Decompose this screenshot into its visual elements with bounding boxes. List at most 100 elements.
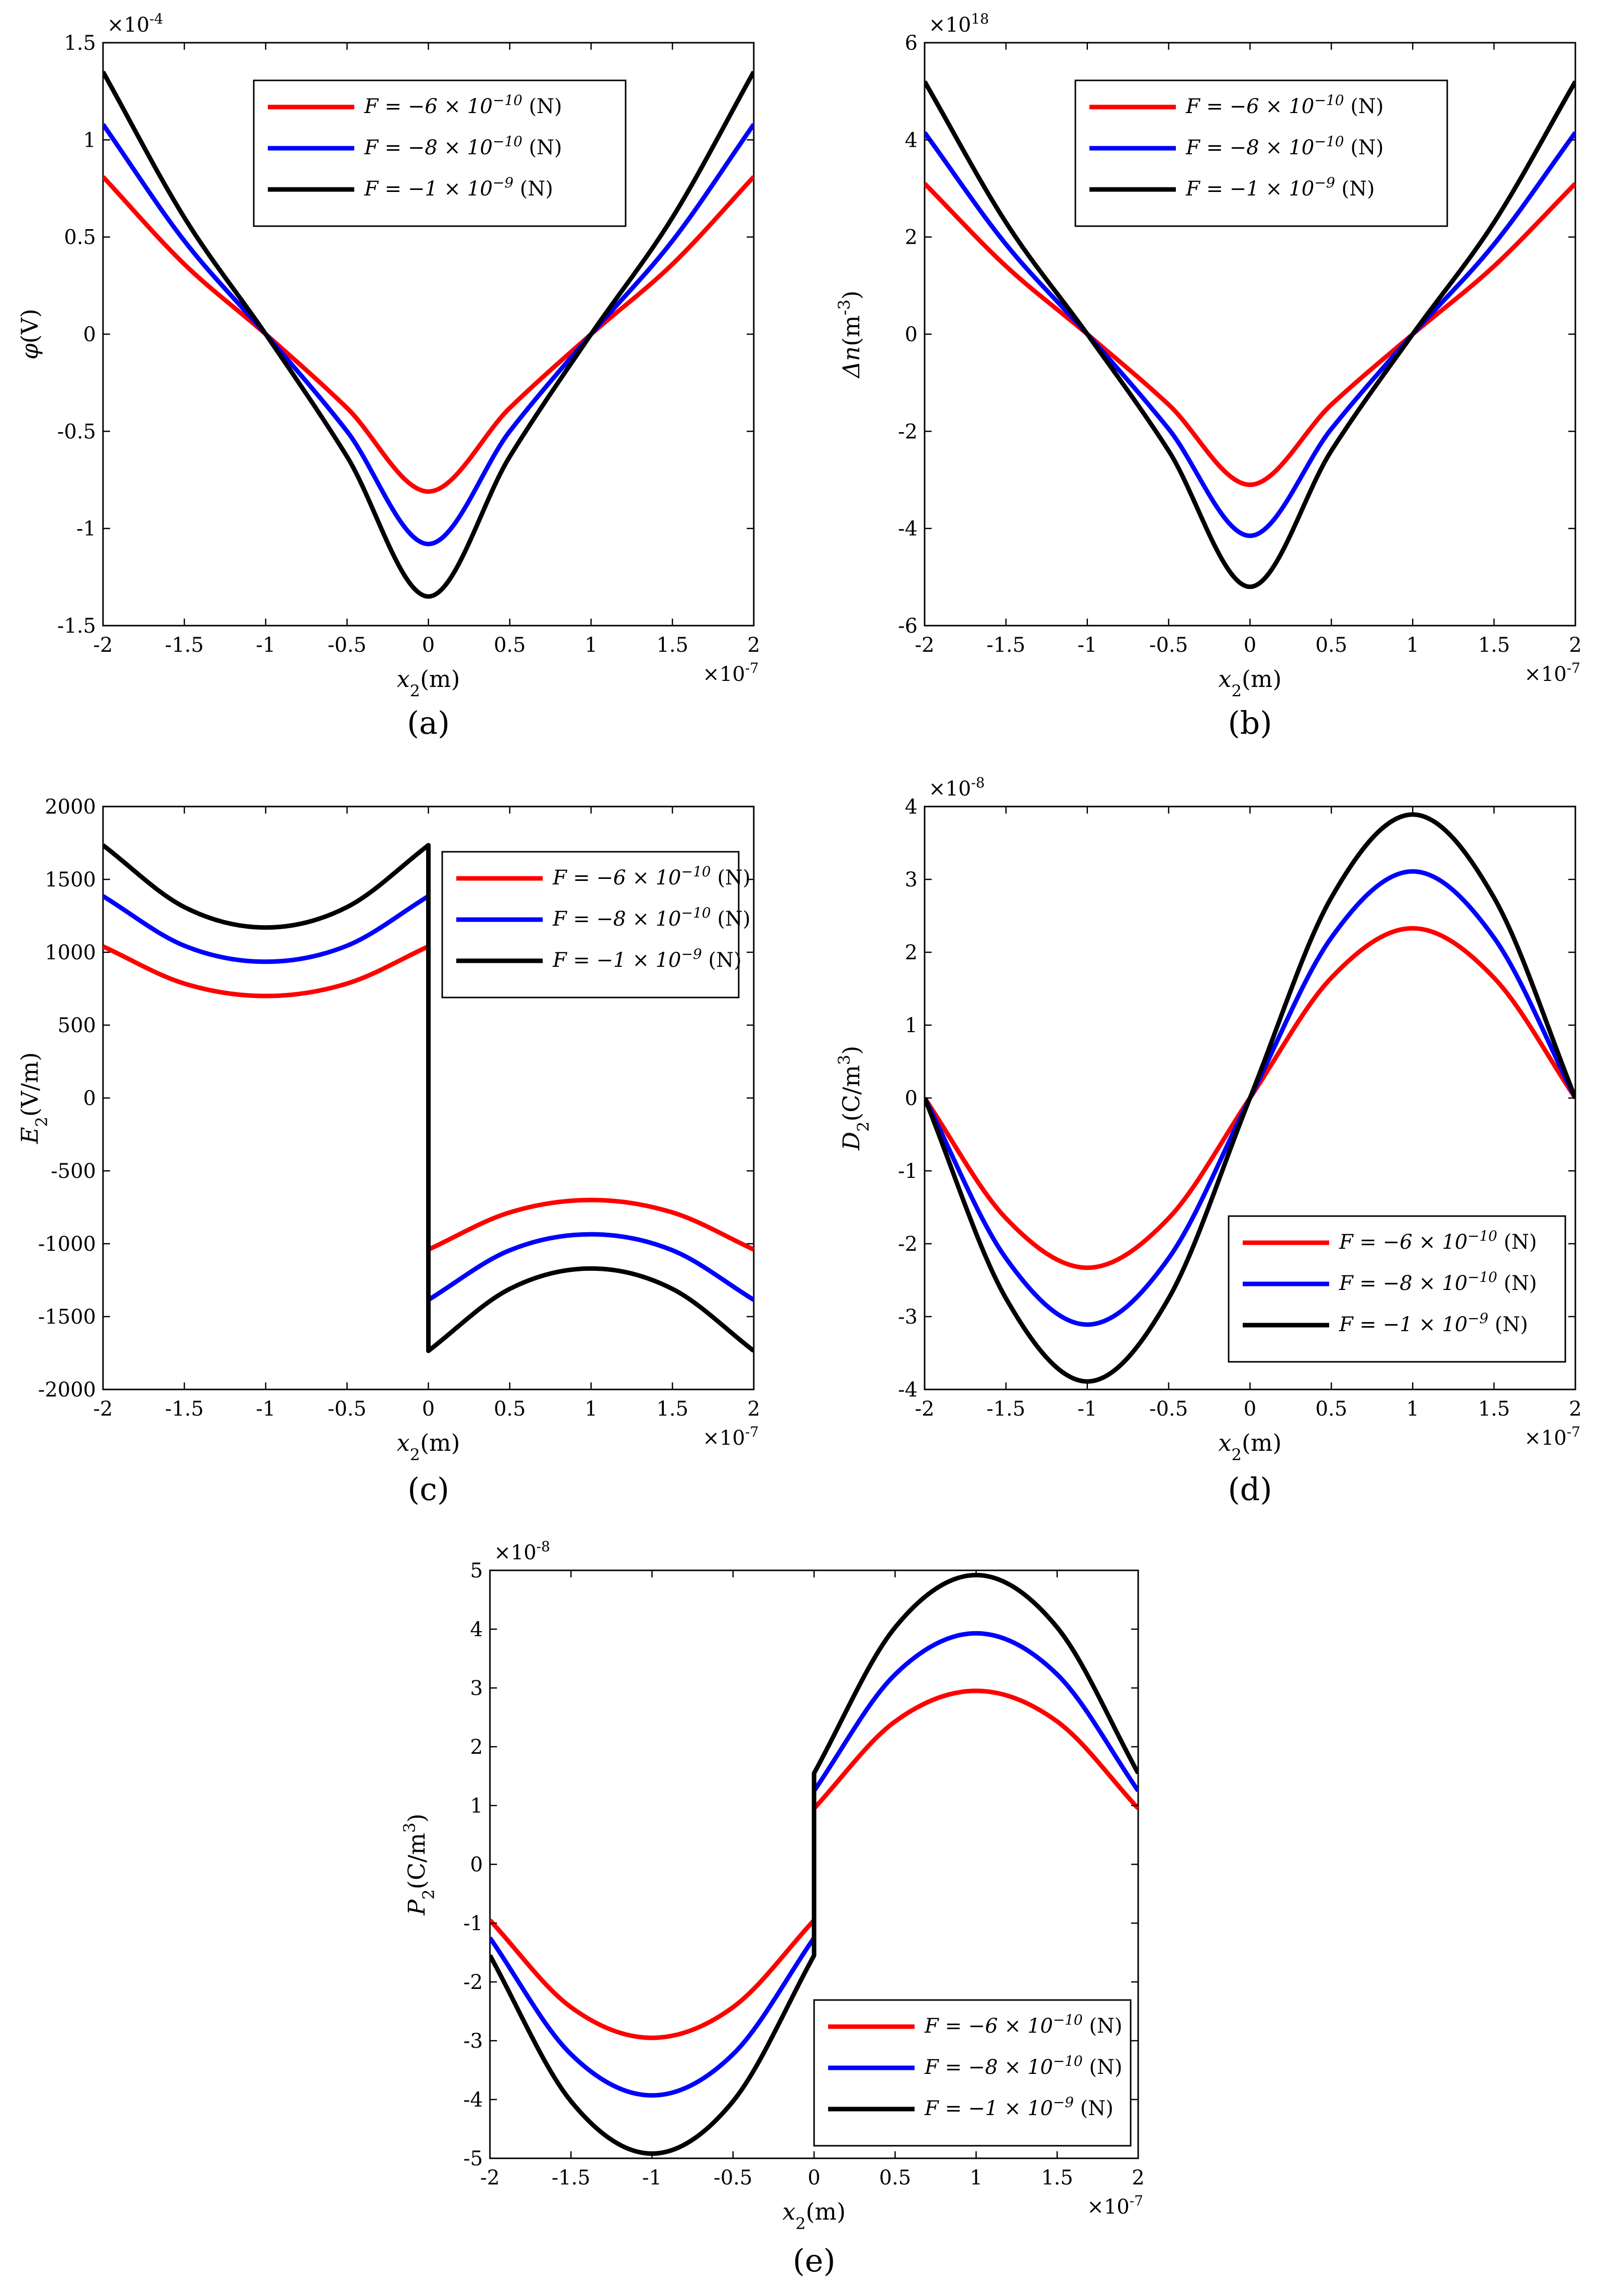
legend: F = −6 × 10−10 (N) F = −8 × 10−10 (N) F = … — [253, 79, 627, 227]
x-axis-label: x2(m) — [397, 665, 460, 701]
y-tick-label: 0 — [905, 323, 918, 346]
chart-panel-d2: -2 -1.5 -1 -0.5 0 0.5 1 1.5 2 -4 -3 -2 -1 0 1 2 3 4 ×10-8 ×… — [835, 774, 1582, 1508]
x-multiplier: ×10-7 — [703, 1424, 759, 1450]
legend: F = −6 × 10−10 (N) F = −8 × 10−10 (N) F = … — [813, 1999, 1132, 2147]
x-axis-label: x2(m) — [782, 2198, 846, 2233]
x-tick-label: -1 — [256, 634, 275, 657]
y-multiplier: ×1018 — [929, 11, 989, 37]
legend-entry-2: F = −8 × 10−10 (N) — [552, 905, 751, 931]
y-tick-label: 1 — [83, 129, 96, 152]
chart-panel-phi: -2 -1.5 -1 -0.5 0 0.5 1 1.5 2-1.5-1-0.500.511.5×… — [16, 11, 760, 742]
x-tick-label: 1 — [585, 1397, 597, 1421]
panel-label: (c) — [408, 1471, 449, 1508]
x-tick-label: 2 — [1132, 2166, 1144, 2189]
y-tick-label: 5 — [470, 1559, 483, 1582]
y-tick-label: 0 — [905, 1087, 918, 1110]
series-line-3 — [103, 843, 754, 1353]
y-tick-label: 1.5 — [64, 32, 96, 55]
x-multiplier: ×10-7 — [1087, 2192, 1143, 2219]
y-tick-label: -5 — [463, 2147, 483, 2170]
legend-entry-1: F = −6 × 10−10 (N) — [924, 2012, 1123, 2038]
legend: F = −6 × 10−10 (N) F = −8 × 10−10 (N) F = … — [441, 851, 751, 999]
x-axis-label: x2(m) — [1219, 1429, 1282, 1464]
legend-entry-1: F = −6 × 10−10 (N) — [552, 863, 751, 890]
y-tick-label: 4 — [905, 129, 918, 152]
x-tick-label: 0 — [1244, 634, 1256, 657]
x-tick-label: -1.5 — [986, 634, 1025, 657]
x-tick-label: 1.5 — [656, 1397, 688, 1421]
y-tick-label: -1 — [898, 1160, 918, 1183]
x-tick-label: 1.5 — [656, 634, 688, 657]
legend-box — [1074, 79, 1448, 227]
legend-entry-3: F = −1 × 10−9 (N) — [552, 946, 742, 972]
x-tick-label: 1 — [970, 2166, 982, 2189]
y-tick-label: -1 — [76, 518, 96, 541]
y-axis-label: Δn(m-3) — [835, 290, 865, 379]
y-tick-label: 4 — [470, 1618, 483, 1641]
legend: F = −6 × 10−10 (N) F = −8 × 10−10 (N) F = … — [1074, 79, 1448, 227]
x-tick-label: 0 — [1244, 1397, 1256, 1421]
series-line-1 — [925, 182, 1575, 487]
x-tick-label: -1.5 — [552, 2166, 590, 2189]
x-tick-label: 1 — [1407, 634, 1419, 657]
y-tick-label: 2 — [905, 226, 918, 249]
series-line-2 — [103, 123, 754, 547]
y-tick-label: -4 — [463, 2088, 483, 2112]
x-tick-label: -0.5 — [1149, 1397, 1188, 1421]
legend-entry-3: F = −1 × 10−9 (N) — [364, 174, 553, 201]
legend: F = −6 × 10−10 (N) F = −8 × 10−10 (N) F = … — [1228, 1215, 1566, 1363]
legend-box — [813, 1999, 1132, 2147]
x-tick-label: -0.5 — [1149, 634, 1188, 657]
chart-panel-p2: -2 -1.5 -1 -0.5 0 0.5 1 1.5 2 -5 -4 -3 -2 -1 0 1 2 3 4 5 ×10… — [400, 1538, 1145, 2279]
x-tick-label: 0.5 — [879, 2166, 911, 2189]
x-tick-label: -1 — [256, 1397, 275, 1421]
legend-entry-2: F = −8 × 10−10 (N) — [364, 133, 562, 160]
x-tick-label: -1.5 — [165, 1397, 204, 1421]
legend-entry-3: F = −1 × 10−9 (N) — [924, 2094, 1114, 2121]
y-tick-label: -1000 — [38, 1233, 96, 1256]
x-tick-label: -2 — [915, 1397, 935, 1421]
legend-entry-3: F = −1 × 10−9 (N) — [1185, 174, 1375, 201]
y-multiplier: ×10-8 — [929, 774, 985, 801]
x-tick-label: -1 — [1077, 1397, 1097, 1421]
x-tick-label: 0.5 — [1316, 1397, 1348, 1421]
series-line-3 — [490, 1572, 1138, 2156]
y-tick-label: 2 — [905, 941, 918, 964]
y-tick-label: 3 — [470, 1677, 483, 1700]
x-tick-label: -1.5 — [165, 634, 204, 657]
series-line-3 — [925, 80, 1575, 589]
legend-entry-1: F = −6 × 10−10 (N) — [1185, 92, 1384, 119]
legend-box — [253, 79, 627, 227]
y-tick-label: 1 — [905, 1014, 918, 1037]
legend-entry-3: F = −1 × 10−9 (N) — [1339, 1310, 1528, 1337]
y-axis-label: φ(V) — [16, 309, 43, 359]
y-tick-label: -4 — [898, 1378, 918, 1402]
x-tick-label: -0.5 — [328, 1397, 366, 1421]
y-tick-label: 0 — [83, 323, 96, 346]
x-multiplier: ×10-7 — [1524, 1424, 1580, 1450]
y-tick-label: 1 — [470, 1794, 483, 1818]
panel-label: (b) — [1228, 705, 1272, 741]
y-tick-label: -1.5 — [57, 615, 96, 638]
legend-entry-2: F = −8 × 10−10 (N) — [1339, 1269, 1537, 1295]
x-tick-label: -2 — [93, 634, 113, 657]
x-tick-label: 0.5 — [494, 634, 526, 657]
x-tick-label: -1 — [1077, 634, 1097, 657]
x-tick-label: 0.5 — [494, 1397, 526, 1421]
x-tick-label: 0.5 — [1316, 634, 1348, 657]
x-tick-label: 2 — [1569, 1397, 1581, 1421]
x-tick-label: 0 — [422, 1397, 435, 1421]
panel-label: (d) — [1228, 1471, 1272, 1508]
y-tick-label: -6 — [898, 615, 918, 638]
x-tick-label: 1.5 — [1478, 1397, 1510, 1421]
y-tick-label: 3 — [905, 868, 918, 891]
x-tick-label: -0.5 — [714, 2166, 752, 2189]
y-axis-label: P2(C/m3) — [400, 1814, 438, 1916]
legend-entry-1: F = −6 × 10−10 (N) — [364, 92, 562, 119]
x-tick-label: 2 — [747, 634, 760, 657]
y-tick-label: -2 — [898, 420, 918, 443]
x-axis-label: x2(m) — [1219, 665, 1282, 701]
y-tick-label: 0 — [83, 1087, 96, 1110]
y-tick-label: 2000 — [45, 795, 96, 819]
